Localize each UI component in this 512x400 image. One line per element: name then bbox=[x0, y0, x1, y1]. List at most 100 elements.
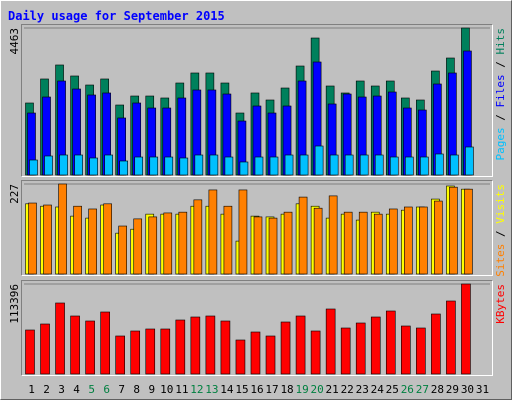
x-tick-label: 22 bbox=[341, 383, 354, 396]
bar bbox=[208, 189, 218, 275]
bar bbox=[73, 205, 82, 275]
bar bbox=[223, 205, 233, 275]
bar bbox=[355, 322, 366, 375]
x-tick-label: 1 bbox=[28, 383, 35, 396]
plot-edge bbox=[21, 24, 493, 177]
bar bbox=[164, 156, 174, 176]
x-tick-label: 18 bbox=[280, 383, 293, 396]
bar bbox=[416, 327, 426, 375]
bar bbox=[325, 308, 336, 375]
bar bbox=[88, 208, 97, 275]
bar bbox=[205, 315, 216, 375]
legend-entry: Visits bbox=[494, 184, 507, 224]
bar bbox=[388, 208, 398, 275]
bar bbox=[209, 154, 219, 176]
bar bbox=[145, 328, 156, 375]
bar bbox=[269, 156, 279, 176]
bar bbox=[268, 217, 278, 275]
bar bbox=[385, 310, 396, 375]
legend-separator: / bbox=[494, 224, 507, 244]
x-tick-label: 24 bbox=[371, 383, 385, 396]
bar bbox=[328, 195, 338, 275]
bar bbox=[314, 145, 324, 176]
x-tick-label: 17 bbox=[265, 383, 278, 396]
x-tick-label: 20 bbox=[311, 383, 324, 396]
bar bbox=[55, 302, 65, 375]
bar bbox=[313, 207, 323, 275]
bar bbox=[224, 156, 234, 176]
x-tick-label: 6 bbox=[103, 383, 110, 396]
bar bbox=[358, 211, 368, 275]
x-tick-label: 31 bbox=[476, 383, 489, 396]
legend-entry: KBytes bbox=[494, 284, 507, 324]
bar bbox=[70, 315, 80, 375]
bar bbox=[178, 211, 188, 275]
legend: Sites / Visits bbox=[494, 184, 507, 277]
bar bbox=[118, 225, 127, 275]
bar bbox=[283, 211, 293, 275]
y-tick-label: 227 bbox=[8, 184, 21, 204]
bar bbox=[25, 329, 35, 375]
x-tick-label: 13 bbox=[205, 383, 218, 396]
bar bbox=[461, 283, 471, 375]
bar bbox=[431, 313, 441, 375]
bar bbox=[104, 154, 113, 176]
bar bbox=[284, 154, 294, 176]
x-tick-label: 21 bbox=[326, 383, 339, 396]
bar bbox=[163, 212, 173, 275]
bar bbox=[58, 183, 67, 275]
bar bbox=[133, 218, 143, 275]
bar bbox=[329, 154, 339, 176]
x-tick-label: 8 bbox=[133, 383, 140, 396]
bar bbox=[405, 156, 414, 176]
bar bbox=[344, 154, 354, 176]
bar bbox=[130, 330, 141, 375]
bar bbox=[373, 213, 383, 275]
bar bbox=[343, 211, 353, 275]
x-tick-label: 28 bbox=[431, 383, 444, 396]
plot-edge bbox=[21, 180, 493, 276]
bar bbox=[239, 161, 249, 176]
legend-entry: Pages bbox=[494, 127, 507, 160]
bar bbox=[119, 160, 128, 176]
bar bbox=[340, 327, 351, 375]
bar bbox=[194, 154, 204, 176]
y-tick-label: 113396 bbox=[8, 284, 21, 324]
bar bbox=[435, 153, 444, 176]
bar bbox=[100, 311, 110, 375]
bar bbox=[404, 206, 413, 275]
x-tick-label: 4 bbox=[73, 383, 80, 396]
bar bbox=[359, 154, 369, 176]
bar bbox=[190, 316, 201, 375]
x-tick-label: 11 bbox=[175, 383, 188, 396]
bar bbox=[29, 159, 38, 176]
bar bbox=[401, 325, 411, 375]
legend-entry: Sites bbox=[494, 244, 507, 277]
y-tick-label: 4463 bbox=[8, 28, 21, 55]
bar bbox=[193, 199, 203, 275]
bar bbox=[148, 216, 158, 275]
bar bbox=[28, 202, 37, 275]
x-tick-label: 15 bbox=[235, 383, 248, 396]
bar bbox=[235, 339, 246, 375]
x-tick-label: 27 bbox=[416, 383, 429, 396]
legend: KBytes bbox=[494, 284, 507, 324]
legend: Pages / Files / Hits bbox=[494, 28, 507, 161]
x-tick-label: 9 bbox=[148, 383, 155, 396]
x-tick-label: 12 bbox=[190, 383, 203, 396]
bar bbox=[299, 154, 309, 176]
x-tick-label: 10 bbox=[160, 383, 173, 396]
bar bbox=[298, 196, 308, 275]
legend-entry: Hits bbox=[494, 28, 507, 55]
bar bbox=[85, 320, 95, 375]
bar bbox=[295, 315, 306, 375]
legend-separator: / bbox=[494, 55, 507, 75]
bar bbox=[59, 154, 68, 176]
bar bbox=[149, 156, 159, 176]
x-tick-label: 25 bbox=[386, 383, 399, 396]
bar bbox=[134, 156, 144, 176]
legend-separator: / bbox=[494, 108, 507, 128]
chart-title: Daily usage for September 2015 bbox=[8, 9, 225, 23]
bar bbox=[160, 328, 171, 375]
